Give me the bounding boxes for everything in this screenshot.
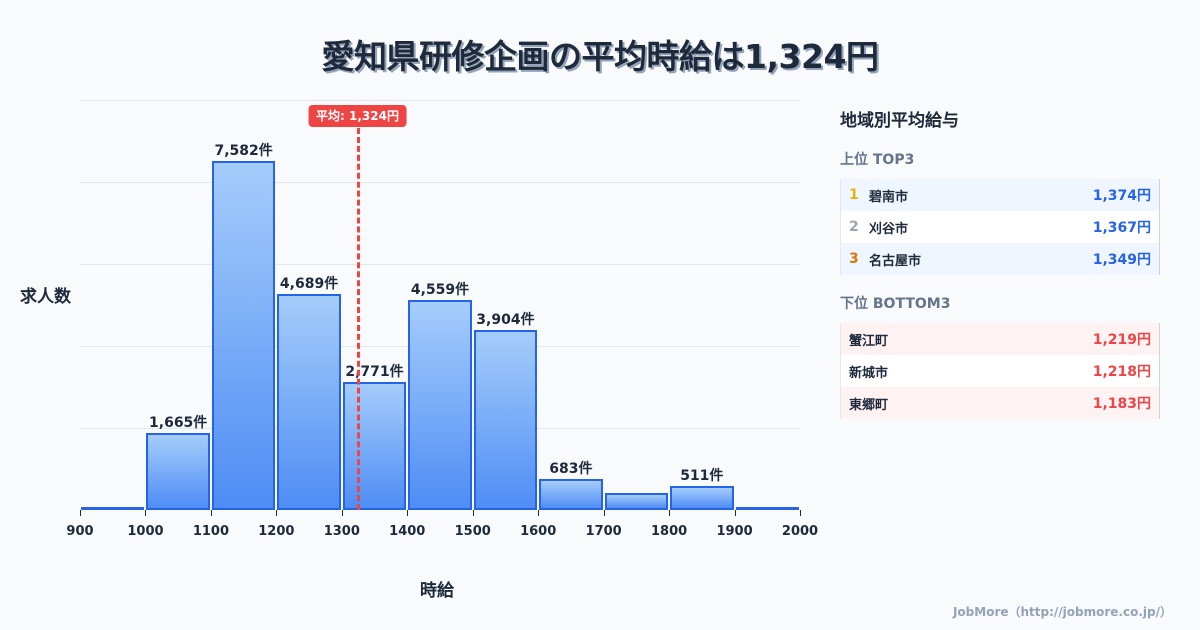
- bar-value-label: 511件: [680, 468, 724, 485]
- gridline: [80, 182, 800, 183]
- ranking-row: 東郷町 1,183円: [841, 387, 1159, 419]
- histogram-bar: [604, 492, 669, 510]
- x-tick-label: 1700: [585, 524, 622, 539]
- bottom-section-title: 下位 BOTTOM3: [840, 296, 951, 312]
- regional-salary-panel: 地域別平均給与 上位 TOP3 1 碧南市 1,374円 2 刈谷市 1,367円 3 名古屋…: [840, 100, 1160, 419]
- x-tick: [145, 510, 147, 516]
- x-tick: [472, 510, 474, 516]
- histogram-bar: [342, 382, 407, 510]
- x-tick: [341, 510, 343, 516]
- region-name: 刈谷市: [869, 221, 909, 237]
- bar-value-label: 4,559件: [410, 281, 470, 298]
- bar-value-label: 7,582件: [214, 142, 273, 159]
- bottom-ranking-table: 蟹江町 1,219円新城市 1,218円東郷町 1,183円: [840, 323, 1160, 419]
- histogram-bar: [81, 507, 145, 510]
- x-tick: [80, 510, 81, 516]
- region-name: 名古屋市: [869, 253, 922, 269]
- region-name: 新城市: [849, 365, 889, 381]
- histogram-bar: [408, 299, 472, 510]
- page-title: 愛知県研修企画の平均時給は1,324円: [321, 37, 879, 76]
- footer-credit: JobMore（http://jobmore.co.jp/）: [952, 605, 1172, 619]
- mean-badge: 平均: 1,324円: [308, 105, 407, 127]
- region-salary: 1,219円: [1092, 332, 1151, 348]
- bar-value-label: 3,904件: [476, 312, 535, 329]
- rank-number: 2: [849, 219, 859, 235]
- region-salary: 1,374円: [1092, 188, 1151, 204]
- top-section-title: 上位 TOP3: [840, 152, 915, 168]
- mean-line: [356, 128, 360, 510]
- gridline: [80, 100, 800, 101]
- x-tick: [407, 510, 409, 516]
- x-tick: [734, 510, 736, 516]
- ranking-row: 1 碧南市 1,374円: [841, 179, 1159, 211]
- x-tick-label: 1500: [454, 524, 491, 539]
- histogram-bar: [670, 486, 734, 510]
- bar-value-label: 2,771件: [345, 364, 404, 381]
- x-tick-label: 1200: [258, 524, 295, 539]
- histogram-bar: [473, 330, 538, 510]
- y-axis-label: 求人数: [20, 287, 71, 307]
- ranking-row: 蟹江町 1,219円: [841, 323, 1159, 355]
- region-salary: 1,349円: [1092, 252, 1151, 268]
- region-salary: 1,367円: [1092, 220, 1151, 236]
- histogram-bar: [146, 433, 210, 510]
- histogram-bar: [735, 507, 799, 510]
- x-tick-label: 1000: [127, 524, 164, 539]
- histogram-chart: 求人数 時給 1,665件 7,582件 4,689件 2,771件 4,559件 3,9…: [20, 100, 818, 601]
- panel-title: 地域別平均給与: [840, 111, 959, 131]
- bar-value-label: 683件: [549, 460, 593, 477]
- x-tick-label: 1300: [323, 524, 360, 539]
- region-salary: 1,183円: [1092, 396, 1151, 412]
- histogram-bar: [211, 160, 276, 510]
- gridline: [80, 264, 800, 265]
- x-tick-label: 1600: [520, 524, 557, 539]
- region-name: 蟹江町: [849, 333, 889, 349]
- x-tick: [276, 510, 278, 516]
- ranking-row: 3 名古屋市 1,349円: [841, 243, 1159, 275]
- x-tick: [800, 510, 801, 516]
- ranking-row: 新城市 1,218円: [841, 355, 1159, 387]
- bar-value-label: 1,665件: [149, 415, 208, 432]
- x-tick: [603, 510, 605, 516]
- x-tick-label: 1800: [650, 524, 688, 539]
- x-tick-label: 1100: [192, 524, 229, 539]
- x-tick: [538, 510, 540, 516]
- x-tick: [669, 510, 671, 516]
- ranking-row: 2 刈谷市 1,367円: [841, 211, 1159, 243]
- top-ranking-table: 1 碧南市 1,374円 2 刈谷市 1,367円 3 名古屋市 1,349円: [840, 179, 1160, 275]
- x-tick-label: 2000: [781, 524, 819, 539]
- histogram-bar: [277, 293, 341, 510]
- rank-number: 1: [849, 187, 859, 203]
- bar-value-label: 4,689件: [279, 275, 339, 292]
- x-tick-label: 1400: [389, 524, 426, 539]
- x-tick: [210, 510, 212, 516]
- x-axis-label: 時給: [420, 581, 454, 601]
- region-salary: 1,218円: [1092, 364, 1151, 380]
- region-name: 東郷町: [849, 397, 889, 413]
- x-tick-label: 900: [66, 524, 94, 539]
- histogram-bar: [539, 478, 603, 510]
- x-tick-label: 1900: [716, 524, 753, 539]
- rank-number: 3: [849, 251, 859, 267]
- region-name: 碧南市: [869, 189, 909, 205]
